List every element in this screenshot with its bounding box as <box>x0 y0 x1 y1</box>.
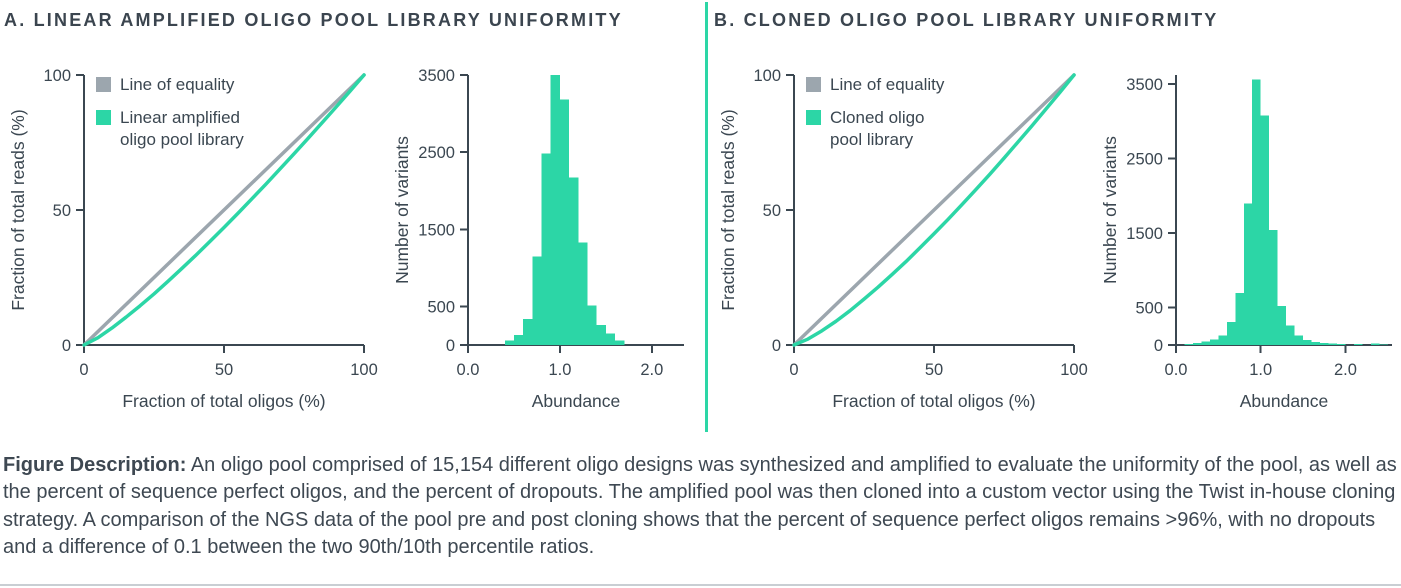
histogram-bar <box>1244 203 1253 345</box>
histogram-bar <box>1354 344 1363 345</box>
x-tick-label: 100 <box>1060 361 1088 379</box>
x-tick-label: 50 <box>925 361 943 379</box>
x-axis-label: Fraction of total oligos (%) <box>832 391 1035 411</box>
figure-description-text: An oligo pool comprised of 15,154 differ… <box>3 454 1397 559</box>
figure-description-label: Figure Description: <box>3 454 187 476</box>
panel-a-cumulative-chart: 0 50 100 0 50 100 Fraction of total oligos (%)… <box>8 67 378 411</box>
panel-divider <box>705 2 708 432</box>
y-tick-label: 2500 <box>1127 151 1164 169</box>
legend-label: Line of equality <box>830 75 945 94</box>
y-axis-label: Number of variants <box>392 136 412 284</box>
y-tick-label: 2500 <box>418 144 455 162</box>
y-axis-label: Fraction of total reads (%) <box>718 109 738 310</box>
legend-label: Cloned oligo pool library <box>830 108 925 149</box>
histogram-bar <box>1311 342 1321 345</box>
series-line <box>792 73 1076 347</box>
panel-a-charts: 0 50 100 0 50 100 Fraction of total oligos (%)… <box>2 53 702 431</box>
y-tick-label: 500 <box>427 298 455 316</box>
histogram-bar <box>1218 335 1228 345</box>
histogram-bar <box>615 340 625 345</box>
histogram-bar <box>559 99 570 345</box>
histogram-bar <box>1303 339 1312 345</box>
y-tick-label: 100 <box>43 67 71 85</box>
figure-panels: A. LINEAR AMPLIFIED OLIGO POOL LIBRARY U… <box>2 0 1401 432</box>
histogram-bar <box>1252 79 1262 346</box>
histogram-bar <box>605 333 616 345</box>
panel-b-charts: 0 50 100 0 50 100 Fraction of total oligos (%)… <box>712 53 1401 431</box>
histogram-bar <box>504 340 514 345</box>
histogram-bar <box>578 242 588 345</box>
x-tick-label: 0.0 <box>1165 361 1188 379</box>
histogram-bar <box>587 305 597 345</box>
histogram-bar <box>532 256 542 345</box>
x-axis-label: Abundance <box>532 391 621 411</box>
bottom-divider <box>0 584 1401 586</box>
legend-swatch <box>96 110 111 125</box>
panel-b-abundance-histogram: 0.0 1.0 2.0 0 500 1500 2500 3500 Abundance Number… <box>1100 75 1393 411</box>
legend-swatch <box>806 110 821 125</box>
histogram-bar <box>1269 230 1278 345</box>
panel-b: B. CLONED OLIGO POOL LIBRARY UNIFORMITY … <box>712 0 1401 431</box>
series-line <box>82 73 366 347</box>
y-axis-label: Number of variants <box>1100 136 1120 284</box>
y-tick-label: 500 <box>1136 300 1164 318</box>
y-tick-label: 0 <box>62 337 71 355</box>
x-tick-label: 0.0 <box>457 361 480 379</box>
histogram-bar <box>1371 343 1380 345</box>
y-tick-label: 1500 <box>418 221 455 239</box>
histogram-bar <box>541 153 551 345</box>
legend-label: Line of equality <box>120 75 235 94</box>
panel-b-cumulative-chart: 0 50 100 0 50 100 Fraction of total oligos (%)… <box>718 67 1088 411</box>
y-tick-label: 0 <box>1154 337 1163 355</box>
histogram-bar <box>1227 321 1236 345</box>
histogram-bar <box>513 334 524 345</box>
histogram-bar <box>1337 343 1346 345</box>
y-tick-label: 100 <box>753 67 781 85</box>
histogram-bar <box>1201 341 1211 345</box>
y-tick-label: 1500 <box>1127 225 1164 243</box>
x-tick-label: 0 <box>79 361 88 379</box>
histogram-bar <box>1320 343 1329 345</box>
x-tick-label: 0 <box>789 361 798 379</box>
y-tick-label: 0 <box>772 337 781 355</box>
panel-a-abundance-histogram: 0.0 1.0 2.0 0 500 1500 2500 3500 Abundance Number… <box>392 67 684 411</box>
histogram-bar <box>1286 325 1295 345</box>
legend-swatch <box>806 77 821 92</box>
histogram-bar <box>1261 115 1270 345</box>
x-axis-label: Abundance <box>1240 391 1329 411</box>
histogram-bar <box>1184 343 1194 345</box>
y-axis-label: Fraction of total reads (%) <box>8 109 28 310</box>
histogram-bar <box>1193 343 1202 345</box>
histogram-bar <box>1210 339 1219 345</box>
series-line <box>82 73 366 347</box>
y-tick-label: 3500 <box>1127 76 1164 94</box>
y-tick-label: 3500 <box>418 67 455 85</box>
x-tick-label: 1.0 <box>548 361 571 379</box>
histogram-bar <box>1235 292 1245 345</box>
panel-b-title: B. CLONED OLIGO POOL LIBRARY UNIFORMITY <box>714 10 1219 30</box>
legend-label: Linear amplified oligo pool library <box>120 108 244 149</box>
histogram-bar <box>596 324 606 345</box>
figure-description: Figure Description: An oligo pool compri… <box>0 452 1401 562</box>
panel-a-title: A. LINEAR AMPLIFIED OLIGO POOL LIBRARY U… <box>4 10 623 30</box>
y-tick-label: 50 <box>763 202 781 220</box>
histogram-bar <box>1379 344 1389 345</box>
x-tick-label: 100 <box>350 361 378 379</box>
histogram-bar <box>550 75 560 345</box>
panel-a: A. LINEAR AMPLIFIED OLIGO POOL LIBRARY U… <box>2 0 702 431</box>
x-tick-label: 2.0 <box>640 361 663 379</box>
x-tick-label: 1.0 <box>1250 361 1273 379</box>
histogram-bar <box>1277 306 1287 345</box>
histogram-bar <box>569 177 579 345</box>
x-axis-label: Fraction of total oligos (%) <box>122 391 325 411</box>
histogram-bar <box>1328 343 1338 345</box>
x-tick-label: 50 <box>215 361 233 379</box>
x-tick-label: 2.0 <box>1334 361 1357 379</box>
legend-swatch <box>96 77 111 92</box>
y-tick-label: 50 <box>53 202 71 220</box>
series-line <box>792 73 1076 347</box>
y-tick-label: 0 <box>446 337 455 355</box>
histogram-bar <box>1294 335 1304 345</box>
histogram-bar <box>523 318 533 345</box>
